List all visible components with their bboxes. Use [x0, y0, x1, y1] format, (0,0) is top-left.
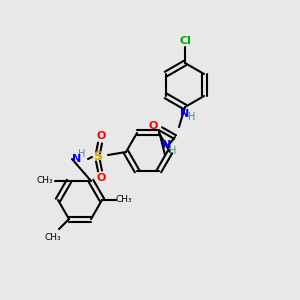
Text: H: H: [188, 112, 196, 122]
Text: S: S: [94, 151, 103, 164]
Text: H: H: [169, 146, 177, 156]
Text: Cl: Cl: [179, 36, 191, 46]
Text: CH₃: CH₃: [45, 232, 61, 242]
Text: N: N: [72, 154, 82, 164]
Text: O: O: [96, 173, 106, 183]
Text: N: N: [180, 109, 190, 119]
Text: CH₃: CH₃: [116, 196, 132, 205]
Text: CH₃: CH₃: [37, 176, 53, 185]
Text: H: H: [78, 149, 86, 159]
Text: O: O: [96, 131, 106, 141]
Text: N: N: [162, 140, 172, 150]
Text: O: O: [148, 121, 158, 131]
